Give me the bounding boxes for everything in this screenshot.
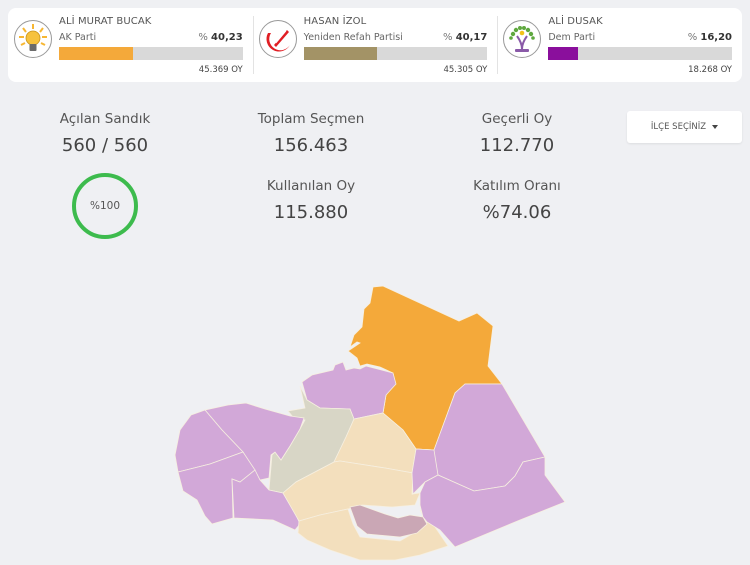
- stat-acilan-sandik: Açılan Sandık 560 / 560: [25, 111, 185, 156]
- progress-percent: %100: [89, 200, 121, 212]
- vote-bar-track: [548, 47, 733, 60]
- map-region-south-mauve[interactable]: [349, 504, 428, 538]
- dem-parti-tree-icon: [503, 20, 542, 58]
- stat-kullanilan-oy: Kullanılan Oy 115.880: [231, 178, 391, 223]
- district-select-dropdown[interactable]: İLÇE SEÇİNİZ: [627, 111, 742, 143]
- stat-value: 560 / 560: [61, 135, 149, 156]
- stat-value: %74.06: [482, 202, 552, 223]
- vote-bar-track: [303, 47, 488, 60]
- stat-label: Geçerli Oy: [481, 111, 553, 127]
- yeniden-refah-crescent-icon: [258, 20, 297, 58]
- map-region-west-purple-3[interactable]: [177, 451, 256, 525]
- vote-bar-fill: [303, 47, 378, 60]
- vote-count: 18.268 OY: [688, 65, 733, 75]
- district-select-label: İLÇE SEÇİNİZ: [650, 122, 707, 132]
- stat-value: 115.880: [273, 202, 349, 223]
- candidate-name: HASAN İZOL: [303, 16, 367, 27]
- vote-count: 45.305 OY: [443, 65, 488, 75]
- caret-down-icon: [712, 125, 719, 129]
- vote-bar-track: [59, 47, 243, 60]
- map-region-center-beige-2[interactable]: [282, 460, 421, 522]
- stat-toplam-secmen: Toplam Seçmen 156.463: [231, 111, 391, 156]
- stat-gecerli-oy: Geçerli Oy 112.770: [437, 111, 597, 156]
- vote-percentage: % 40,17: [443, 32, 488, 43]
- party-name: Dem Parti: [548, 32, 596, 43]
- candidate-results-card: ALİ MURAT BUCAK AK Parti % 40,23 45.369 …: [8, 8, 742, 82]
- ballot-progress-ring: %100: [72, 173, 138, 239]
- vote-percentage: % 16,20: [687, 32, 733, 43]
- candidate-card-2[interactable]: HASAN İZOL Yeniden Refah Partisi % 40,17…: [252, 8, 498, 82]
- stat-value: 112.770: [479, 135, 555, 156]
- stat-label: Kullanılan Oy: [266, 178, 356, 194]
- stat-label: Katılım Oranı: [473, 178, 561, 194]
- candidate-name: ALİ MURAT BUCAK: [59, 16, 152, 27]
- party-name: Yeniden Refah Partisi: [303, 32, 403, 43]
- vote-percentage: % 40,23: [198, 32, 243, 43]
- stat-katilim-orani: Katılım Oranı %74.06: [437, 178, 597, 223]
- candidate-name: ALİ DUSAK: [548, 16, 603, 27]
- candidate-card-1[interactable]: ALİ MURAT BUCAK AK Parti % 40,23 45.369 …: [8, 8, 253, 82]
- party-name: AK Parti: [59, 32, 97, 43]
- candidate-card-3[interactable]: ALİ DUSAK Dem Parti % 16,20 18.268 OY: [497, 8, 742, 82]
- stat-label: Toplam Seçmen: [257, 111, 365, 127]
- vote-bar-fill: [59, 47, 133, 60]
- map-region-east-purple-3[interactable]: [419, 456, 566, 548]
- ak-parti-lightbulb-icon: [14, 20, 52, 58]
- vote-count: 45.369 OY: [198, 65, 243, 75]
- vote-bar-fill: [548, 47, 579, 60]
- stat-label: Açılan Sandık: [59, 111, 151, 127]
- stat-value: 156.463: [273, 135, 349, 156]
